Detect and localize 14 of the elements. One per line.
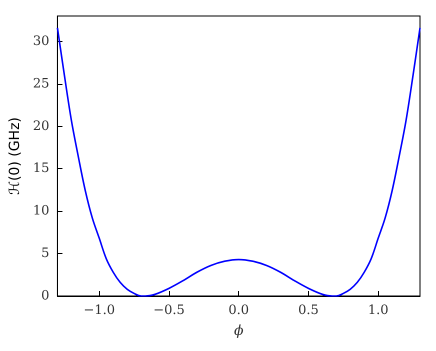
y-tick-label: 5: [41, 246, 50, 262]
x-axis-title: ϕ: [234, 323, 244, 339]
y-tick-label: 25: [32, 76, 50, 92]
y-tick-label: 20: [32, 118, 50, 134]
y-tick-label: 30: [32, 34, 50, 49]
y-tick-label: 15: [32, 161, 50, 176]
x-tick-label: −0.5: [153, 303, 185, 318]
y-tick-label: 0: [41, 288, 50, 304]
y-axis-title: ℋ(0) (GHz): [7, 117, 23, 195]
x-tick-label: 1.0: [368, 303, 389, 318]
x-tick-label: 0.0: [228, 303, 250, 318]
y-tick-label: 10: [32, 204, 50, 219]
x-tick-label: 0.5: [298, 303, 319, 318]
x-tick-label: −1.0: [83, 303, 116, 318]
